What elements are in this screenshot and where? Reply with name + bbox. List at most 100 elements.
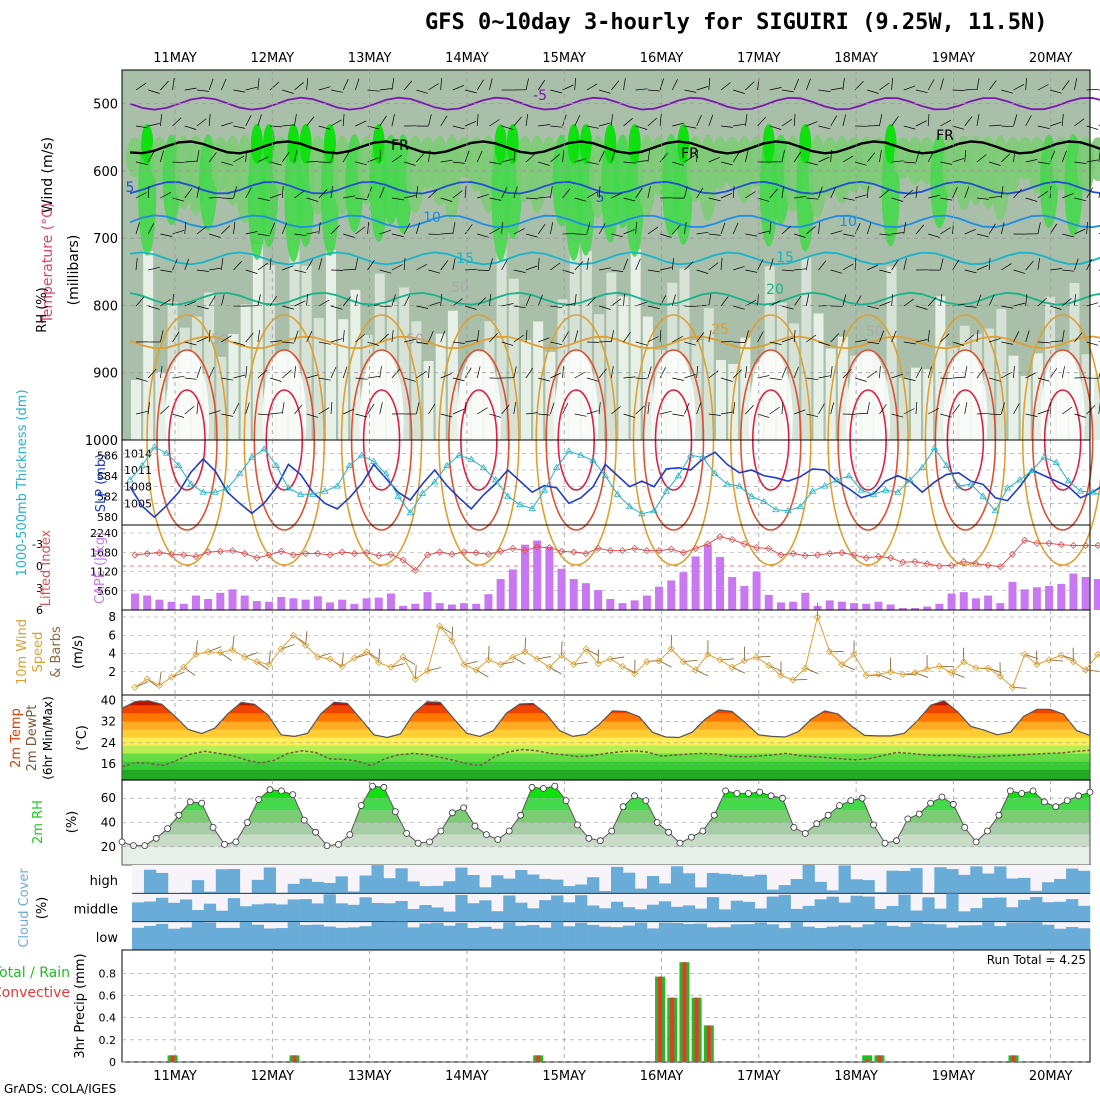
wind-barb: [757, 413, 770, 418]
cloud-cell: [167, 928, 181, 950]
li-marker: [850, 551, 858, 559]
wind-barb: [599, 267, 611, 271]
cloud-cell: [203, 922, 217, 950]
wind-speed-marker: [850, 650, 858, 658]
wind-barb: [257, 114, 262, 127]
wind-barb: [818, 125, 831, 130]
wind-barb: [1049, 305, 1062, 310]
thickness-tick-label: 582: [97, 490, 118, 503]
wind-barb: [440, 77, 442, 91]
wind-barb: [818, 89, 831, 92]
cloud-cell: [503, 878, 516, 894]
rh-marker: [426, 838, 433, 846]
rh-marker: [1041, 798, 1048, 806]
wind-barb: [1062, 298, 1072, 307]
wind-barb: [806, 226, 816, 235]
wind-barb: [659, 295, 667, 307]
wind-barb: [635, 341, 648, 346]
wind-barb: [513, 402, 517, 415]
wind-barb: [830, 186, 837, 199]
wind-barb: [867, 264, 879, 271]
wind-barb: [1049, 223, 1057, 235]
rh-marker: [403, 830, 411, 837]
cloud-cell: [850, 927, 863, 950]
thickness-marker: [175, 461, 183, 468]
wind-barb: [306, 374, 319, 379]
wind-barb: [233, 186, 238, 199]
wind-barb: [635, 377, 648, 380]
wind-barb: [501, 125, 514, 130]
wind-barb: [379, 333, 389, 343]
wind-barb: [732, 151, 740, 163]
wind-barb: [257, 78, 260, 91]
wind-barb: [1086, 159, 1099, 163]
thickness-marker: [418, 489, 427, 496]
precip-tick-label: 0.4: [99, 1012, 117, 1025]
wind-barb: [330, 338, 343, 343]
cape-bar: [984, 595, 993, 610]
cloud-cell: [790, 879, 803, 894]
thickness-marker: [406, 509, 415, 516]
dry-core: [554, 350, 599, 490]
wind-barb: [598, 402, 601, 415]
wind-barb: [281, 151, 290, 163]
contour-label: 15: [456, 251, 474, 267]
wind-barb: [306, 331, 313, 343]
cloud-cell: [766, 924, 779, 950]
wind-speed-marker: [582, 645, 590, 653]
wind-barb: [891, 259, 899, 271]
wind-barb: [976, 114, 980, 127]
wind-speed-marker: [143, 675, 151, 683]
cloud-cell: [1066, 927, 1079, 950]
contour-label: 5: [126, 180, 135, 196]
wind-barb: [915, 224, 925, 235]
wind-barb: [1037, 341, 1050, 344]
cloud-cell: [503, 895, 516, 922]
li-marker: [497, 547, 505, 555]
thickness-marker: [967, 480, 975, 487]
thickness-marker: [552, 463, 561, 471]
rh-low-shade: [996, 308, 1007, 440]
wind-barb: [769, 125, 782, 130]
cloud-level-low: low: [96, 931, 119, 946]
wind-barb: [623, 229, 635, 235]
cloud-cell: [622, 925, 636, 950]
rh-marker: [1029, 787, 1037, 795]
precip-conv-bar: [170, 1055, 175, 1062]
wind-barb: [1013, 302, 1026, 307]
rh-high-shade: [677, 124, 690, 164]
wind-barb: [745, 404, 754, 415]
wind-barb: [379, 149, 382, 163]
cape-bar: [630, 600, 639, 610]
thickness-marker: [504, 492, 512, 499]
wind-speed-marker: [862, 671, 870, 679]
wind-speed-marker: [1033, 660, 1041, 669]
cloud-cell: [323, 894, 336, 922]
wind-barb: [684, 261, 694, 271]
li-tick-label: -3: [32, 538, 43, 551]
wind-barb: [708, 330, 712, 343]
day-label-top: 12MAY: [251, 51, 295, 66]
rh-marker: [995, 811, 1003, 819]
wind-barb: [538, 413, 551, 416]
rh-marker: [893, 837, 900, 845]
cloud-cell: [611, 866, 624, 894]
thickness-marker: [467, 455, 475, 462]
wind-ylabel-3: & Barbs: [49, 626, 64, 678]
wind-barb: [257, 369, 268, 379]
li-marker: [423, 551, 432, 559]
cloud-cell: [730, 924, 744, 950]
wind-barb: [148, 266, 160, 271]
li-marker: [570, 548, 578, 556]
wind-speed-marker: [777, 671, 785, 679]
wind-barb: [610, 366, 614, 379]
wind-barb: [1074, 118, 1085, 127]
wind-barb: [550, 305, 563, 309]
wind-barb: [842, 330, 845, 343]
rh-marker: [1006, 787, 1014, 795]
wind-barb: [903, 125, 916, 130]
wind-barb: [879, 301, 891, 307]
wind-barb: [245, 332, 254, 343]
rh-marker: [255, 796, 263, 803]
wind-speed-marker: [838, 660, 846, 669]
